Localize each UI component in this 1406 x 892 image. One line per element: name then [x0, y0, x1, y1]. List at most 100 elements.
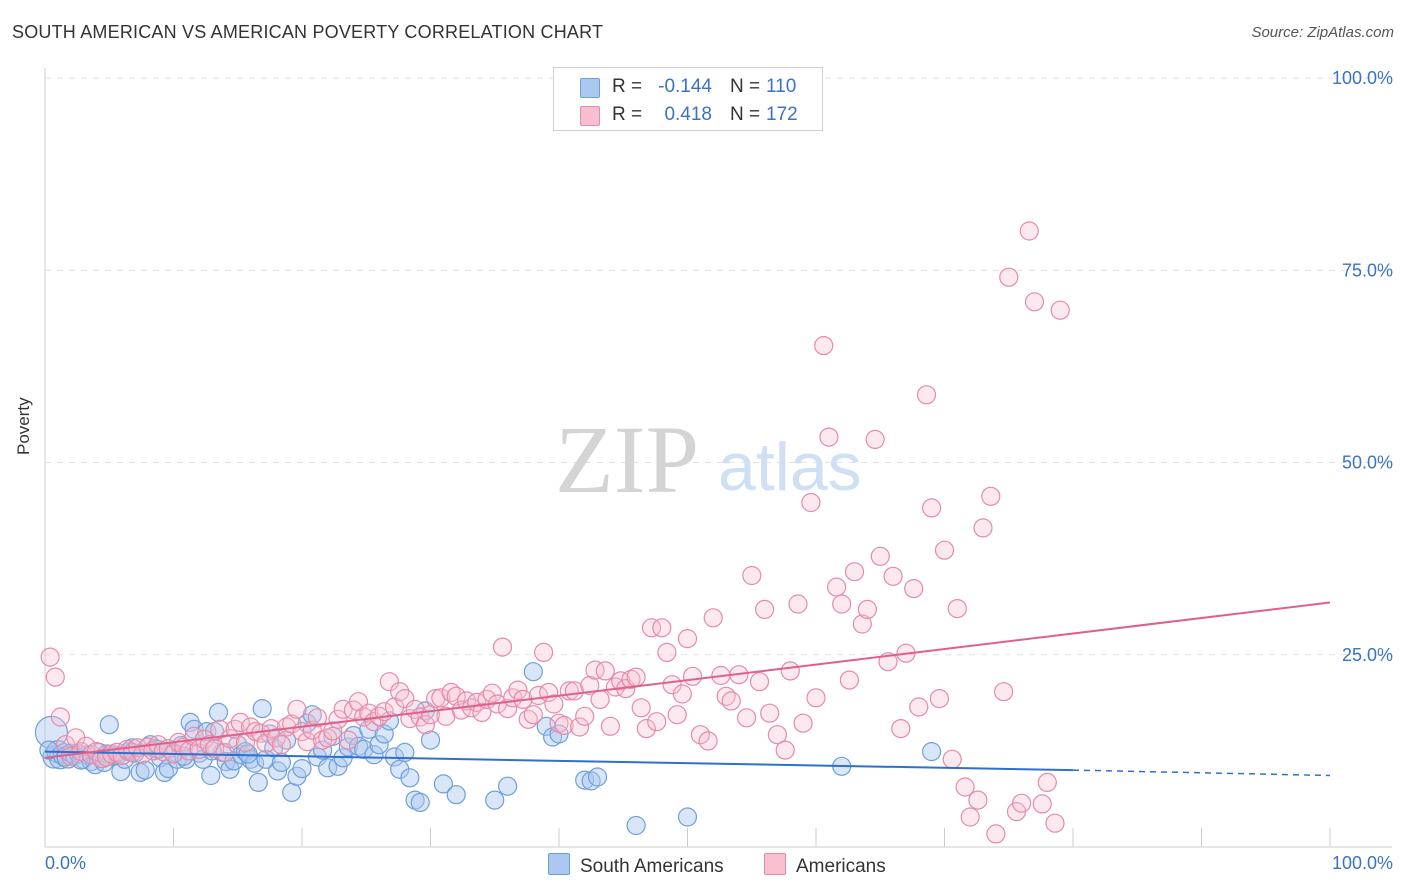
- data-point: [208, 702, 229, 723]
- data-point: [999, 267, 1019, 287]
- data-point: [960, 807, 980, 827]
- data-point: [814, 336, 834, 356]
- data-point: [395, 742, 415, 763]
- data-point: [826, 577, 847, 597]
- data-point: [626, 667, 646, 687]
- watermark-atlas: atlas: [718, 429, 862, 505]
- data-point: [205, 738, 225, 759]
- data-point: [50, 707, 71, 727]
- data-point: [754, 599, 775, 620]
- data-point: [201, 765, 221, 786]
- data-point: [143, 741, 163, 761]
- data-point: [793, 713, 813, 733]
- data-point: [1011, 793, 1032, 813]
- data-point: [780, 661, 800, 681]
- data-point: [968, 790, 988, 810]
- data-point: [297, 731, 317, 752]
- data-point: [292, 758, 312, 779]
- legend-r-label: R =: [612, 76, 643, 97]
- data-point: [865, 429, 885, 449]
- data-point: [348, 736, 369, 756]
- data-point: [947, 598, 967, 619]
- data-point: [81, 745, 101, 765]
- legend-swatch-blue: [580, 78, 600, 98]
- data-point: [508, 680, 528, 700]
- data-point: [99, 715, 119, 735]
- data-point: [302, 705, 322, 725]
- y-tick-label: 100.0%: [1332, 68, 1393, 88]
- data-point: [929, 688, 950, 709]
- watermark: ZIP atlas: [555, 406, 862, 513]
- data-point: [981, 486, 1001, 506]
- data-point: [590, 689, 610, 710]
- data-point: [523, 662, 543, 682]
- y-tick-label: 25.0%: [1342, 645, 1393, 665]
- data-point: [333, 699, 353, 719]
- data-point: [271, 735, 291, 755]
- data-point: [921, 498, 942, 518]
- data-point: [852, 614, 872, 634]
- legend-n-value: 110: [766, 76, 797, 97]
- data-point: [1019, 221, 1039, 241]
- data-point: [788, 594, 808, 614]
- bottom-legend-swatch-blue: [548, 853, 570, 875]
- data-point: [446, 785, 466, 805]
- data-point: [400, 768, 420, 788]
- data-point: [533, 642, 554, 663]
- data-point: [1024, 292, 1045, 312]
- data-point: [904, 578, 924, 599]
- data-point: [45, 667, 65, 687]
- trend-line-south-americans: [44, 750, 1074, 772]
- data-point: [916, 385, 937, 405]
- data-point: [554, 715, 574, 736]
- data-point: [883, 566, 903, 586]
- data-point: [806, 688, 826, 708]
- data-point: [934, 540, 955, 560]
- chart-title: SOUTH AMERICAN VS AMERICAN POVERTY CORRE…: [12, 22, 604, 42]
- data-point: [498, 698, 518, 719]
- data-point: [626, 815, 646, 836]
- data-point: [575, 706, 595, 726]
- data-point: [600, 716, 621, 736]
- data-point: [1045, 813, 1065, 833]
- data-point: [760, 703, 780, 723]
- data-point: [238, 744, 258, 764]
- data-point: [909, 697, 929, 717]
- data-point: [721, 691, 741, 711]
- trend-line-south-americans-extrapolated: [1072, 769, 1331, 777]
- data-point: [844, 562, 865, 582]
- data-point: [135, 760, 155, 780]
- trend-line-americans: [44, 601, 1331, 759]
- bottom-legend-label: Americans: [796, 856, 886, 877]
- data-point: [1037, 772, 1057, 793]
- data-point: [870, 546, 890, 566]
- data-point: [742, 565, 762, 586]
- data-point: [569, 717, 590, 737]
- series-americans: [40, 221, 1070, 844]
- data-point: [775, 740, 795, 760]
- data-point: [839, 670, 860, 690]
- data-point: [585, 660, 605, 680]
- data-point: [1050, 300, 1070, 320]
- data-point: [369, 735, 389, 755]
- data-point: [318, 758, 338, 778]
- data-point: [677, 628, 698, 649]
- data-point: [973, 518, 993, 538]
- data-point: [672, 684, 693, 704]
- data-point: [111, 761, 131, 782]
- data-point: [819, 427, 839, 447]
- data-point: [544, 694, 564, 714]
- data-point: [364, 745, 384, 765]
- data-point: [338, 730, 358, 750]
- data-point: [986, 824, 1006, 844]
- data-point: [942, 749, 962, 769]
- data-point: [256, 733, 276, 753]
- data-point: [801, 492, 821, 513]
- data-point: [657, 642, 677, 663]
- bottom-legend-label: South Americans: [580, 856, 724, 877]
- legend-n-label: N =: [730, 76, 761, 97]
- tick-labels: 100.0% 75.0% 50.0% 25.0% 0.0% 100.0%: [45, 68, 1393, 873]
- legend-n-value: 172: [766, 104, 798, 125]
- data-point: [498, 776, 518, 796]
